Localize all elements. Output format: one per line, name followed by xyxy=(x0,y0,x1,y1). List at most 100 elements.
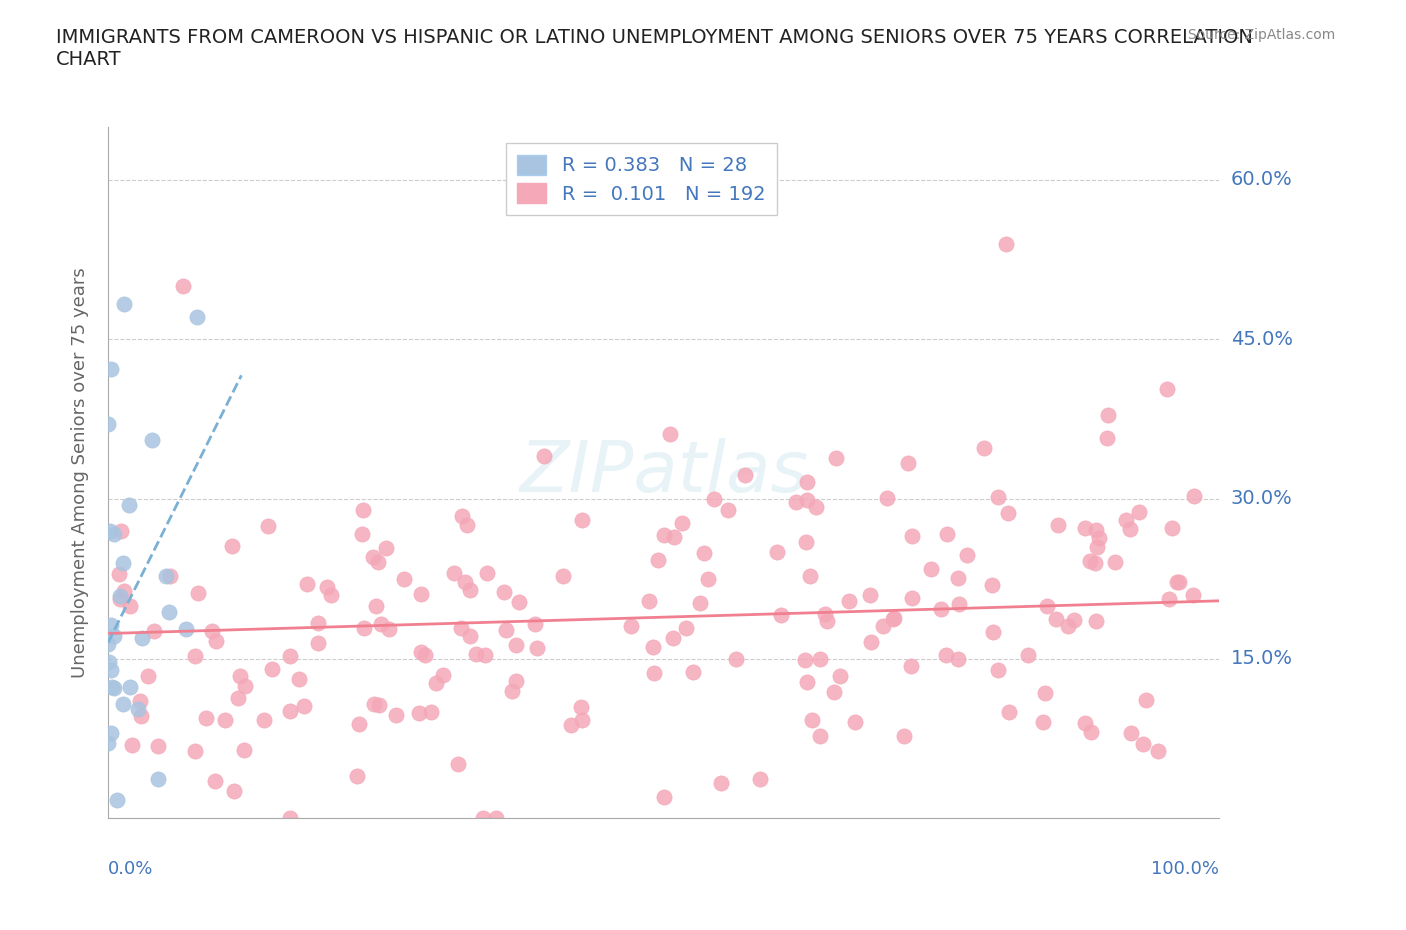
Point xyxy=(454,575,477,590)
Point xyxy=(131,708,153,723)
Point xyxy=(1088,531,1111,546)
Point xyxy=(1056,618,1078,633)
Point xyxy=(129,693,152,708)
Point xyxy=(347,716,370,731)
Point xyxy=(141,432,163,447)
Point xyxy=(1095,431,1118,445)
Point xyxy=(800,712,823,727)
Point xyxy=(474,647,496,662)
Point xyxy=(97,417,120,432)
Point xyxy=(110,589,132,604)
Point xyxy=(392,571,415,586)
Point xyxy=(1085,540,1108,555)
Point xyxy=(1036,598,1059,613)
Point xyxy=(415,647,437,662)
Point xyxy=(187,586,209,601)
Point xyxy=(464,647,486,662)
Point xyxy=(443,565,465,580)
Point xyxy=(766,544,789,559)
Point xyxy=(472,811,495,826)
Point xyxy=(838,593,860,608)
Point xyxy=(108,566,131,581)
Point xyxy=(1074,521,1097,536)
Point xyxy=(127,702,149,717)
Point xyxy=(485,811,508,826)
Point xyxy=(364,599,387,614)
Point xyxy=(294,698,316,713)
Point xyxy=(184,743,207,758)
Point xyxy=(980,578,1002,593)
Point xyxy=(900,528,922,543)
Point xyxy=(262,661,284,676)
Point xyxy=(652,527,675,542)
Point xyxy=(221,539,243,554)
Point xyxy=(900,658,922,673)
Point xyxy=(450,620,472,635)
Point xyxy=(671,515,693,530)
Point xyxy=(183,649,205,664)
Point xyxy=(526,641,548,656)
Point xyxy=(409,587,432,602)
Text: Source: ZipAtlas.com: Source: ZipAtlas.com xyxy=(1188,28,1336,42)
Point xyxy=(316,579,339,594)
Point xyxy=(148,738,170,753)
Point xyxy=(112,555,135,570)
Point xyxy=(734,468,756,483)
Text: ZIPatlas: ZIPatlas xyxy=(519,438,808,507)
Point xyxy=(1132,737,1154,751)
Point xyxy=(823,684,845,699)
Point xyxy=(280,648,302,663)
Point xyxy=(112,584,135,599)
Text: 100.0%: 100.0% xyxy=(1152,860,1219,878)
Point xyxy=(226,691,249,706)
Point xyxy=(97,736,120,751)
Point xyxy=(983,624,1005,639)
Point xyxy=(876,491,898,506)
Point xyxy=(1147,743,1170,758)
Point xyxy=(1135,693,1157,708)
Point xyxy=(378,621,401,636)
Point xyxy=(806,499,828,514)
Point xyxy=(385,707,408,722)
Point xyxy=(172,279,194,294)
Point xyxy=(859,587,882,602)
Point xyxy=(1097,407,1119,422)
Point xyxy=(872,619,894,634)
Point xyxy=(1017,647,1039,662)
Point xyxy=(288,671,311,686)
Point xyxy=(501,684,523,698)
Point xyxy=(233,742,256,757)
Point xyxy=(998,704,1021,719)
Point xyxy=(1119,522,1142,537)
Point xyxy=(447,757,470,772)
Point xyxy=(233,679,256,694)
Point xyxy=(785,495,807,510)
Point xyxy=(131,631,153,645)
Point xyxy=(920,562,942,577)
Point xyxy=(995,236,1018,251)
Point xyxy=(508,595,530,610)
Point xyxy=(647,552,669,567)
Point xyxy=(619,618,641,633)
Point xyxy=(370,617,392,631)
Point xyxy=(1121,725,1143,740)
Point xyxy=(929,601,952,616)
Point xyxy=(946,652,969,667)
Point xyxy=(682,664,704,679)
Point xyxy=(860,635,883,650)
Point xyxy=(1181,588,1204,603)
Point xyxy=(214,712,236,727)
Point xyxy=(825,451,848,466)
Point xyxy=(724,651,747,666)
Point xyxy=(652,790,675,804)
Point xyxy=(675,620,697,635)
Point xyxy=(936,527,959,542)
Point xyxy=(710,776,733,790)
Point xyxy=(1115,512,1137,527)
Point xyxy=(112,697,135,711)
Point xyxy=(458,629,481,644)
Point xyxy=(796,674,818,689)
Point xyxy=(101,679,124,694)
Point xyxy=(638,593,661,608)
Point xyxy=(100,362,122,377)
